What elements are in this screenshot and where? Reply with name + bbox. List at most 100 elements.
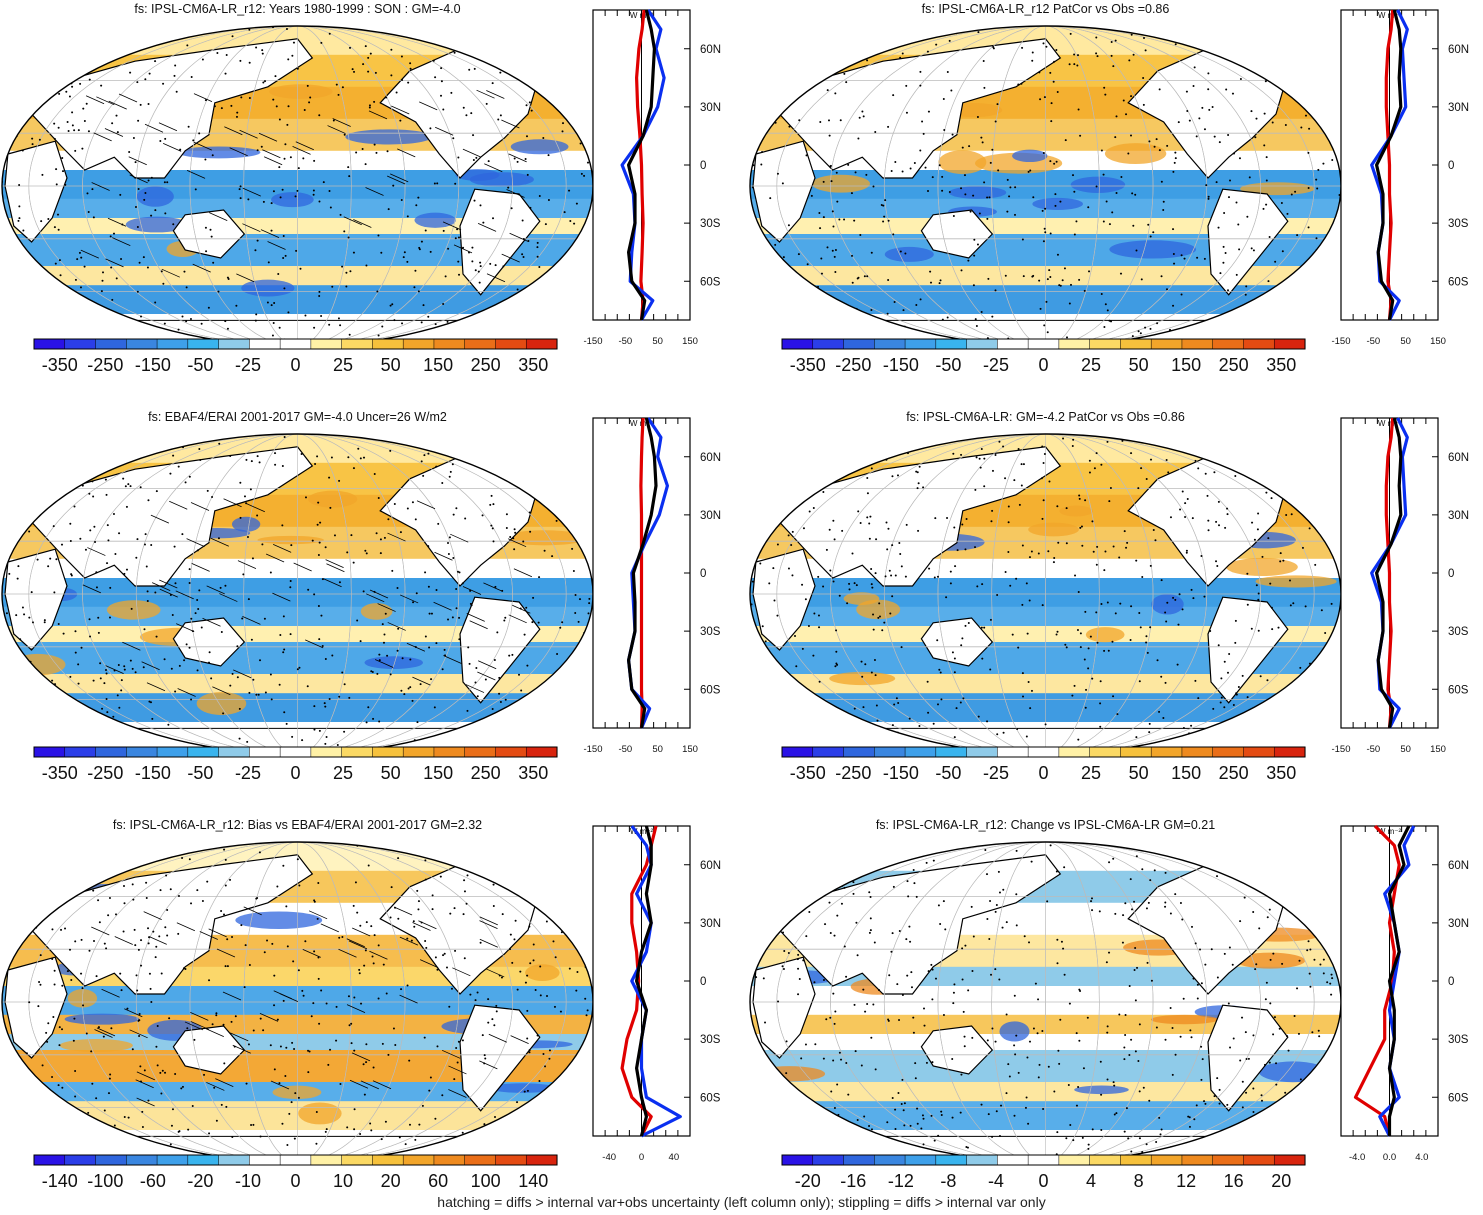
profile-lat-tick: 30N [1448,918,1469,930]
colorbar-swatch [279,338,312,350]
graticule-lon [243,26,352,346]
profile-lat-tick: 0 [700,976,706,988]
profile-lat-tick: 0 [1448,568,1454,580]
colorbar: -350 -250 -150 -50 -25 0 25 50 150 250 350 [33,338,558,375]
graticule-lon [189,842,406,1162]
colorbar-label: 25 [333,763,353,783]
colorbar-label: 250 [471,763,501,783]
colorbar-swatch [1212,1154,1245,1166]
colorbar-swatch [1027,746,1060,758]
profile-lat-tick: 30S [700,1034,721,1046]
colorbar-swatch [218,338,250,350]
colorbar-swatch [525,338,558,350]
continent-1 [4,956,68,1059]
colorbar-swatch [1181,338,1214,350]
colorbar-label: 350 [518,355,548,375]
panel-6: fs: IPSL-CM6A-LR_r12: Change vs IPSL-CM6… [749,818,1469,1191]
continent-1 [4,548,68,651]
colorbar-swatch [249,1154,281,1166]
colorbar-swatch [997,338,1029,350]
colorbar-swatch [1058,746,1091,758]
panel-title: fs: IPSL-CM6A-LR_r12: Bias vs EBAF4/ERAI… [113,818,482,832]
continent-3 [459,188,541,296]
graticule-lon [830,842,1261,1162]
graticule-lon [135,842,460,1162]
colorbar-label: 50 [1129,355,1149,375]
colorbar-swatch [187,338,220,350]
graticule-lon [28,26,567,346]
profile-x-tick: 50 [1400,336,1411,347]
colorbar-swatch [126,746,158,758]
profile-lat-tick: 60S [1448,276,1469,288]
colorbar-swatch [1150,338,1183,350]
map-field [750,26,1341,346]
colorbar-label: 0 [290,355,300,375]
colorbar-label: -350 [42,763,78,783]
colorbar-label: -25 [983,763,1009,783]
colorbar-label: -250 [87,355,123,375]
colorbar-label: -25 [235,763,261,783]
colorbar-label: 25 [333,355,353,375]
profile-lat-tick: 0 [700,160,706,172]
graticule-lon [189,26,406,346]
graticule-lon [830,434,1261,754]
colorbar-swatch [781,338,814,350]
profile-lat-tick: 0 [1448,160,1454,172]
colorbar-swatch [1243,746,1275,758]
hatching [80,89,528,283]
map-field [750,434,1341,754]
colorbar-label: 10 [333,1171,353,1191]
profile-series-0 [634,9,646,321]
colorbar-label: -250 [835,355,871,375]
colorbar-swatch [1089,338,1121,350]
profile-lat-tick: 30N [1448,510,1469,522]
profile-lat-tick: 60S [1448,1092,1469,1104]
graticule-lon [243,842,352,1162]
profile-series-0 [1353,824,1401,1137]
colorbar-swatch [156,1154,189,1166]
panel-title: fs: IPSL-CM6A-LR: GM=-4.2 PatCor vs Obs … [906,410,1185,424]
colorbar-label: 0 [1038,1171,1048,1191]
colorbar-swatch [904,1154,937,1166]
continent-1 [752,140,816,243]
profile-lat-tick: 30S [1448,218,1469,230]
colorbar-swatch [843,1154,875,1166]
continent-5 [544,865,588,915]
profile-x-tick: -50 [1366,336,1380,347]
continent-4 [172,1025,246,1075]
graticule-lon [883,434,1208,754]
colorbar-swatch [1273,338,1306,350]
colorbar-label: -8 [940,1171,956,1191]
map-field [2,26,593,346]
colorbar-swatch [1089,1154,1121,1166]
colorbar-label: -25 [235,355,261,375]
colorbar-swatch [464,746,497,758]
profile-series-0 [620,825,658,1137]
continent-3 [1207,1004,1289,1112]
graticule-lon [776,434,1315,754]
colorbar-label: -150 [883,355,919,375]
colorbar-swatch [310,746,343,758]
colorbar-swatch [218,1154,250,1166]
map-field [750,842,1341,1162]
graticule-lon [991,26,1100,346]
profile-lat-tick: 30S [700,218,721,230]
panel-5: fs: IPSL-CM6A-LR_r12: Bias vs EBAF4/ERAI… [1,818,721,1191]
graticule-lon [991,842,1100,1162]
colorbar-label: 20 [381,1171,401,1191]
colorbar-swatch [33,338,66,350]
colorbar-swatch [126,1154,158,1166]
colorbar-label: -250 [87,763,123,783]
colorbar-label: 20 [1271,1171,1291,1191]
colorbar-label: -50 [935,355,961,375]
colorbar: -350 -250 -150 -50 -25 0 25 50 150 250 350 [33,746,558,783]
colorbar-swatch [1243,338,1275,350]
colorbar-label: 50 [381,763,401,783]
colorbar-swatch [433,338,466,350]
profile-series-2 [1374,9,1403,321]
profile-series-2 [626,9,657,321]
profile-lat-tick: 30N [700,510,721,522]
colorbar-swatch [372,338,404,350]
profile-lat-tick: 0 [1448,976,1454,988]
